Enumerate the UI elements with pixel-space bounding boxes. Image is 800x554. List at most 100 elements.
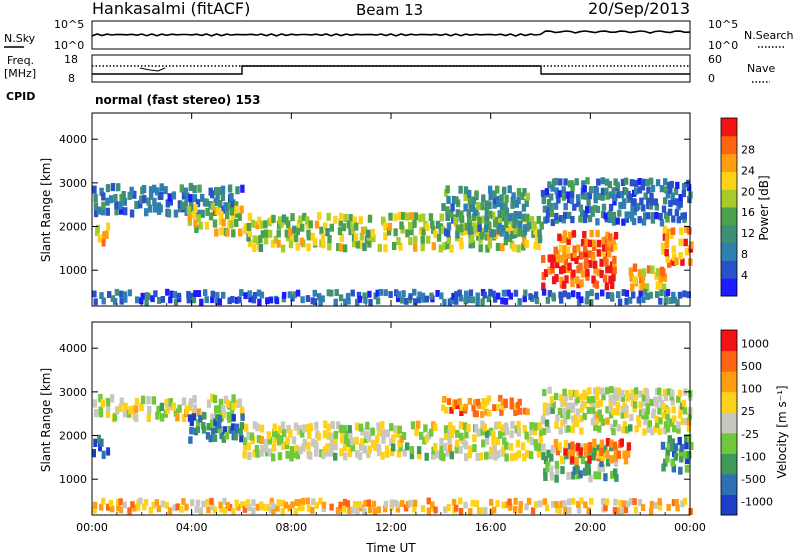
power-cell — [567, 231, 573, 240]
power-cell — [504, 207, 510, 216]
velocity-cell — [530, 507, 536, 515]
velocity-cell — [286, 424, 291, 433]
velocity-cell — [267, 436, 273, 445]
power-cell — [547, 181, 552, 189]
power-cell — [583, 244, 588, 253]
power-cell — [678, 194, 683, 202]
velocity-cell — [116, 498, 121, 506]
velocity-cell — [541, 443, 546, 452]
power-cell — [561, 216, 566, 224]
velocity-cell — [239, 422, 245, 430]
power-cell — [550, 218, 555, 227]
power-cell — [468, 289, 474, 297]
velocity-cell — [467, 450, 472, 459]
power-cell — [186, 296, 191, 304]
velocity-cell — [570, 448, 575, 457]
velocity-cell — [504, 427, 510, 436]
power-cell — [405, 229, 410, 238]
power-cell — [305, 216, 310, 225]
velocity-cell — [263, 444, 269, 453]
power-cell — [105, 207, 110, 216]
velocity-cell — [397, 439, 402, 448]
power-cell — [225, 211, 230, 220]
power-cell — [393, 213, 398, 222]
velocity-cell — [590, 418, 596, 426]
velocity-cell — [597, 425, 602, 433]
velocity-cell — [471, 404, 476, 412]
power-ytick-label: 1000 — [59, 264, 87, 277]
power-cell — [558, 178, 563, 186]
velocity-cell — [275, 431, 280, 439]
velocity-cell — [612, 506, 618, 514]
velocity-cell — [624, 426, 630, 434]
velocity-cell — [533, 422, 538, 431]
power-cell — [153, 290, 158, 298]
velocity-cell — [634, 425, 639, 433]
power-cell — [481, 194, 486, 203]
power-cell — [520, 192, 525, 201]
velocity-cell — [671, 406, 676, 414]
power-cell — [576, 280, 581, 289]
power-cell — [388, 291, 393, 298]
velocity-cell — [307, 430, 312, 439]
velocity-cell — [151, 396, 156, 405]
power-cell — [599, 270, 604, 278]
power-cell — [544, 188, 550, 196]
velocity-cell — [653, 501, 658, 509]
power-cell — [605, 231, 610, 240]
power-cell — [173, 298, 179, 306]
velocity-cell — [306, 424, 311, 432]
power-cell — [154, 187, 160, 196]
velocity-cell — [365, 421, 370, 430]
velocity-cell — [123, 402, 128, 411]
velocity-cell — [272, 435, 277, 444]
power-cell — [518, 220, 523, 229]
power-cell — [569, 180, 575, 188]
velocity-cell — [209, 497, 214, 505]
velocity-cell — [109, 505, 115, 513]
velocity-cell — [666, 406, 671, 415]
velocity-cell — [562, 417, 568, 425]
nsearch-tick-top: 10^5 — [708, 18, 738, 31]
power-cell — [550, 184, 555, 192]
velocity-cell — [678, 411, 683, 419]
velocity-cell — [496, 421, 502, 430]
power-cell — [604, 282, 610, 291]
velocity-cell — [611, 428, 616, 436]
velocity-heatmap — [92, 386, 694, 515]
velocity-cell — [487, 409, 492, 417]
power-cell — [230, 296, 235, 303]
velocity-cell — [555, 414, 560, 422]
velocity-cell — [513, 409, 518, 416]
power-cell — [624, 215, 629, 223]
power-cell — [455, 209, 460, 218]
power-cell — [674, 257, 679, 266]
velocity-cell — [576, 500, 581, 508]
power-cell — [607, 250, 612, 258]
velocity-cell — [358, 501, 363, 508]
velocity-cell — [672, 415, 677, 423]
velocity-cell — [467, 397, 472, 405]
power-cell — [108, 195, 114, 204]
velocity-cell — [484, 408, 489, 416]
power-cell — [572, 203, 577, 211]
power-cell — [513, 211, 518, 219]
power-cell — [663, 186, 669, 194]
velocity-cell — [601, 393, 606, 401]
velocity-cell — [597, 463, 602, 472]
power-cell — [474, 207, 479, 216]
power-cell — [339, 233, 344, 242]
power-cell — [152, 184, 157, 193]
power-cell — [280, 244, 286, 253]
velocity-cell — [423, 424, 428, 433]
power-cell — [534, 297, 540, 305]
power-cell — [540, 189, 546, 198]
velocity-cell — [482, 423, 487, 432]
nave-tick-top: 60 — [708, 53, 722, 66]
power-cell — [588, 259, 593, 268]
velocity-cell — [449, 451, 454, 460]
power-cell — [684, 225, 689, 233]
power-cell — [637, 178, 642, 186]
power-cell — [507, 234, 513, 243]
power-cell — [518, 215, 524, 224]
